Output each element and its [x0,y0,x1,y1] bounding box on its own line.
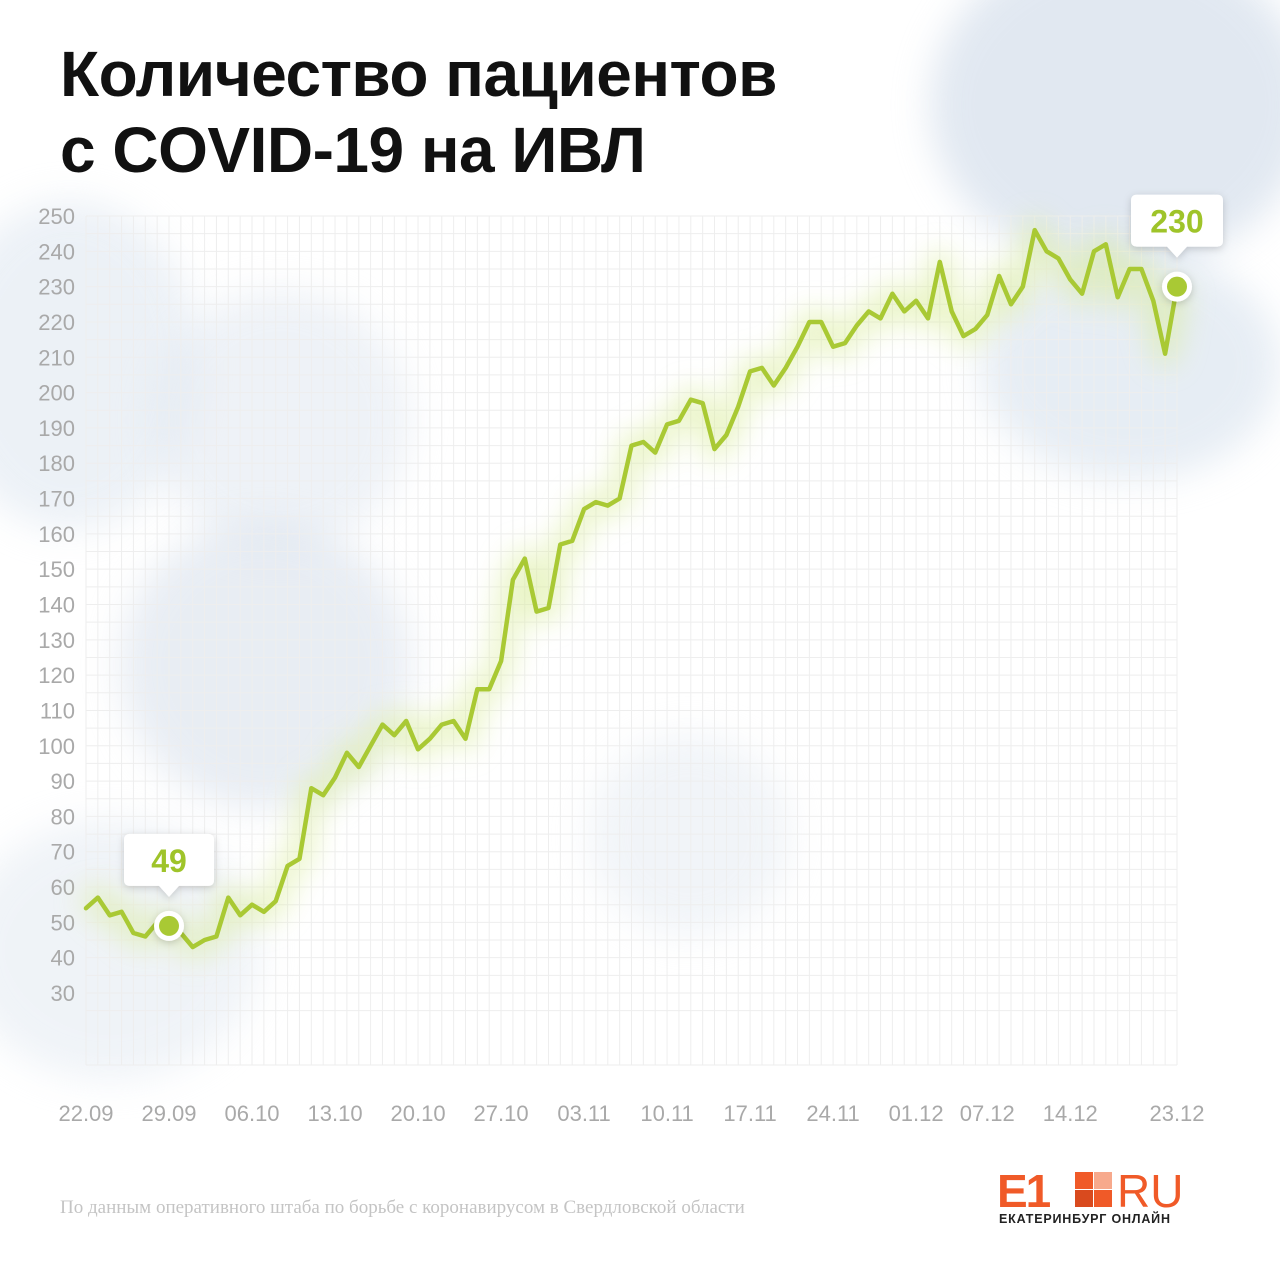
annotation: 49 [124,833,215,941]
title-line-1: Количество пациентов [60,38,777,110]
point-marker [159,915,180,936]
title-line-2: с COVID-19 на ИВЛ [60,114,646,186]
y-tick-label: 70 [51,840,75,865]
y-tick-label: 60 [51,875,75,900]
y-tick-label: 120 [38,663,75,688]
x-tick-label: 29.09 [141,1101,196,1126]
logo-ru: RU [1117,1165,1184,1217]
x-tick-label: 27.10 [474,1101,529,1126]
y-tick-label: 210 [38,345,75,370]
y-tick-label: 130 [38,628,75,653]
y-tick-label: 220 [38,310,75,335]
y-tick-label: 190 [38,416,75,441]
x-tick-label: 22.09 [58,1101,113,1126]
x-tick-label: 20.10 [391,1101,446,1126]
source-note: По данным оперативного штаба по борьбе с… [60,1197,745,1218]
series-line [83,227,1180,950]
y-tick-label: 170 [38,487,75,512]
series-layer [78,218,1189,960]
y-tick-label: 250 [38,204,75,229]
y-tick-label: 100 [38,734,75,759]
annotations: 49 230 [124,194,1223,941]
callout-bubble [1131,194,1223,258]
x-tick-label: 24.11 [806,1101,859,1126]
annotation: 230 [1131,194,1223,302]
x-tick-label: 03.11 [557,1101,610,1126]
point-marker [1167,276,1187,297]
y-tick-label: 180 [38,451,75,476]
y-axis-ticks: 250 240 230 220 210 200 190 180 170 160 150 140 130 1… [38,204,75,1006]
x-tick-label: 13.10 [308,1101,363,1126]
logo-square-icon [1075,1172,1113,1208]
chart-title: Количество пациентов с COVID-19 на ИВЛ [60,36,777,188]
brand-logo[interactable]: E1 RU ЕКАТЕРИНБУРГ ОНЛАЙН [997,1165,1197,1230]
x-axis-ticks: 22.09 29.09 06.10 13.10 20.10 27.10 03.11 10.11… [58,1101,1204,1126]
y-tick-label: 110 [40,698,75,723]
y-tick-label: 200 [38,381,75,406]
y-tick-label: 30 [51,981,75,1006]
y-tick-label: 90 [51,769,75,794]
x-tick-label: 14.12 [1043,1101,1098,1126]
grid [85,215,1178,1066]
y-tick-label: 80 [51,804,75,829]
callout-label: 49 [151,843,187,879]
y-tick-label: 40 [51,946,75,971]
y-tick-label: 150 [38,557,75,582]
x-tick-label: 01.12 [889,1101,944,1126]
logo-tagline: ЕКАТЕРИНБУРГ ОНЛАЙН [999,1212,1171,1226]
y-tick-label: 160 [38,522,75,547]
x-tick-label: 10.11 [640,1101,693,1126]
y-tick-label: 140 [38,593,75,618]
x-tick-label: 06.10 [224,1101,279,1126]
y-tick-label: 50 [51,910,75,935]
x-tick-label: 23.12 [1149,1101,1204,1126]
x-tick-label: 17.11 [723,1101,776,1126]
logo-e1: E1 [997,1165,1051,1217]
y-tick-label: 230 [38,275,75,300]
x-tick-label: 07.12 [960,1101,1015,1126]
callout-bubble [124,833,215,897]
callout-label: 230 [1150,204,1203,240]
y-tick-label: 240 [38,239,75,264]
